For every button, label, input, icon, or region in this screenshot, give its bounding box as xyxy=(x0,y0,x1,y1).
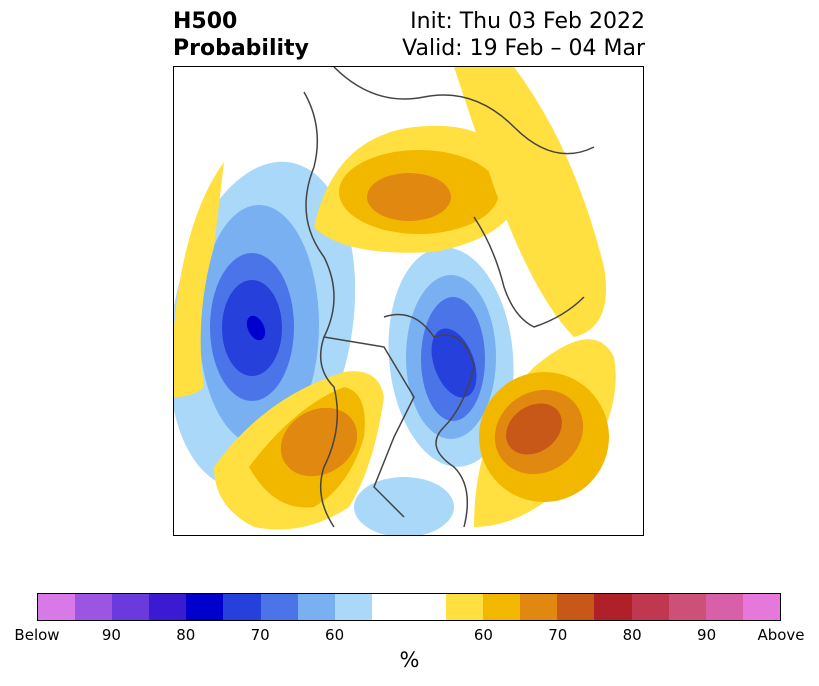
colorbar-tick-label: 60 xyxy=(325,626,345,644)
map-canvas xyxy=(174,67,616,535)
greenland-trough xyxy=(388,247,514,467)
colorbar-segment xyxy=(408,594,447,620)
colorbar-segment xyxy=(297,594,335,620)
valid-range: Valid: 19 Feb – 04 Mar xyxy=(402,36,645,61)
colorbar-segment xyxy=(149,594,187,620)
colorbar-tick-label: 80 xyxy=(622,626,642,644)
atlantic-ridge xyxy=(474,339,616,527)
title-variable: H500 xyxy=(173,9,238,34)
colorbar-segment xyxy=(186,594,224,620)
colorbar-segment xyxy=(75,594,113,620)
colorbar-tick-label: 80 xyxy=(176,626,196,644)
colorbar-segment xyxy=(520,594,558,620)
siberia-ridge xyxy=(314,67,606,337)
colorbar-segment xyxy=(668,594,706,620)
colorbar-segment xyxy=(223,594,261,620)
colorbar-segment xyxy=(260,594,298,620)
colorbar-segment xyxy=(594,594,632,620)
colorbar-tick-labels: Below 90 80 70 60 60 70 80 90 Above xyxy=(0,626,819,646)
colorbar-unit: % xyxy=(399,648,420,672)
pacific-trough xyxy=(174,161,356,489)
western-us-ridge xyxy=(214,371,384,530)
west-pacific-arc xyxy=(174,162,224,397)
polar-map xyxy=(173,66,644,536)
colorbar-segment xyxy=(446,594,484,620)
title-product: Probability xyxy=(173,36,309,61)
colorbar-segment xyxy=(38,594,76,620)
colorbar-segment xyxy=(557,594,595,620)
colorbar-tick-label: 70 xyxy=(250,626,270,644)
map-dates: Init: Thu 03 Feb 2022 Valid: 19 Feb – 04… xyxy=(402,8,645,62)
colorbar-segment xyxy=(334,594,372,620)
colorbar-segment xyxy=(705,594,743,620)
colorbar-segment xyxy=(483,594,521,620)
colorbar-segment xyxy=(742,594,780,620)
map-title: H500 Probability xyxy=(173,8,309,62)
init-date: Init: Thu 03 Feb 2022 xyxy=(410,9,645,34)
colorbar-tick-label: 90 xyxy=(101,626,121,644)
colorbar xyxy=(37,593,781,621)
colorbar-tick-label: Below xyxy=(14,626,60,644)
colorbar-tick-label: 90 xyxy=(697,626,717,644)
colorbar-segment xyxy=(371,594,409,620)
colorbar-tick-label: 70 xyxy=(548,626,568,644)
colorbar-segment xyxy=(631,594,669,620)
colorbar-tick-label: 60 xyxy=(473,626,493,644)
colorbar-tick-label: Above xyxy=(757,626,805,644)
colorbar-segment xyxy=(112,594,150,620)
us-east-trough xyxy=(354,477,454,535)
coastlines xyxy=(303,67,595,528)
